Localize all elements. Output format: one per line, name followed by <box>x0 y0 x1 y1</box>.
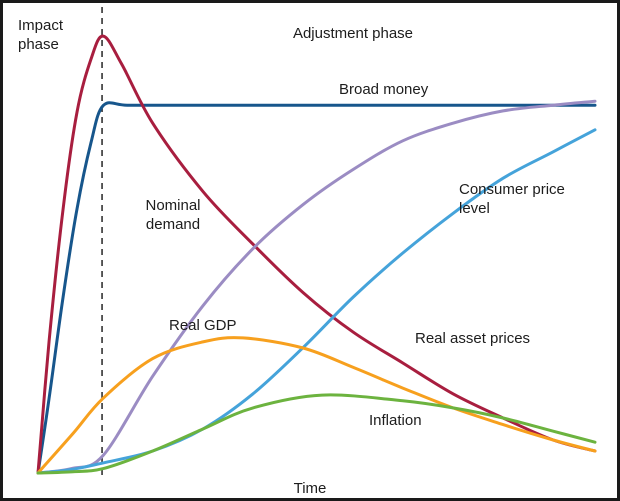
broad-money-label: Broad money <box>339 81 429 98</box>
real-asset-prices-curve <box>36 34 597 475</box>
consumer-price-level-label: Consumer price level <box>459 181 565 217</box>
time-axis-label: Time <box>293 480 327 497</box>
nominal-demand-curve <box>36 99 597 475</box>
broad-money-curve <box>36 101 597 475</box>
inflation-label: Inflation <box>369 412 422 429</box>
chart-canvas <box>36 7 597 480</box>
impact-phase-label: Impact phase <box>18 17 64 53</box>
real-gdp-curve <box>36 336 597 475</box>
inflation-curve <box>36 393 597 475</box>
real-asset-prices-label: Real asset prices <box>415 330 531 347</box>
real-gdp-label: Real GDP <box>169 317 237 334</box>
nominal-demand-label: Nominal demand <box>145 197 201 233</box>
adjustment-phase-label: Adjustment phase <box>292 25 414 42</box>
